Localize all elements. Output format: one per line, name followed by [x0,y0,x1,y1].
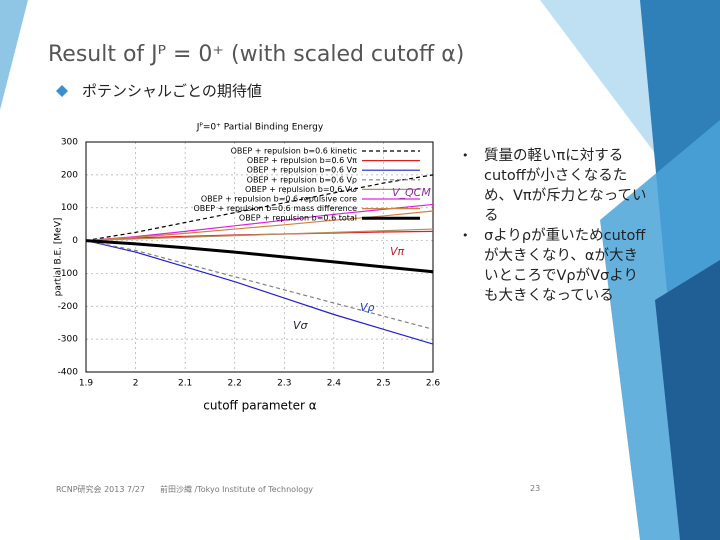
x-tick-label: 2.2 [228,379,242,389]
legend-label: OBEP + repulsion b=0.6 Vσ [247,166,357,175]
x-tick-label: 2.5 [376,379,390,389]
slide-title: Result of Jᴾ = 0⁺ (with scaled cutoff α) [48,42,465,67]
footer-author: 前田沙織 /Tokyo Institute of Technology [160,485,314,494]
y-tick-label: -200 [58,302,79,312]
subtitle-bullet [56,85,68,97]
x-tick-label: 2 [133,379,139,389]
x-tick-label: 2.6 [426,379,441,389]
y-tick-label: -300 [58,335,79,345]
series-line [85,174,434,242]
y-tick-label: 100 [61,203,78,213]
annotation: Vρ [360,301,375,314]
legend-label: OBEP + repulsion b=0.6 total [239,214,357,223]
legend-label: OBEP + repulsion b=0.6 mass difference [193,204,357,213]
page-number: 23 [530,484,541,493]
footer-event: RCNP研究会 2013 7/27 [56,485,145,494]
side-shape [655,260,720,540]
x-tick-label: 1.9 [79,379,94,389]
y-tick-label: -400 [58,368,79,378]
y-axis-label: partial B.E. [MeV] [54,218,64,297]
series-line [85,239,434,274]
annotation: V_QCM [392,186,431,199]
x-tick-label: 2.1 [178,379,192,389]
corner-shape [0,0,28,110]
series-line [85,203,434,242]
series-line [85,228,434,242]
x-tick-label: 2.4 [327,379,342,389]
annotation: Vσ [293,319,309,332]
annotation: Vπ [390,245,405,258]
bullet-list: 質量の軽いπに対するcutoffが小さくなるため、Vπが斥力となっているσよりρ… [462,146,647,306]
legend-label: OBEP + repulsion b=0.6 Vω [245,185,357,194]
y-tick-label: 200 [61,170,78,180]
series-line [85,210,434,242]
series-line [85,239,434,330]
legend-label: OBEP + repulsion b=0.6 Vπ [247,156,357,165]
chart-title: Jᴾ=0⁺ Partial Binding Energy [196,123,324,133]
legend-label: OBEP + repulsion b=0.6 Vρ [247,175,357,184]
x-axis-label: cutoff parameter α [203,399,316,413]
slide-subtitle: ポテンシャルごとの期待値 [82,82,262,100]
plot-frame [85,141,434,373]
legend-label: OBEP + repulsion b=0.6 repulsive core [201,195,357,204]
series-line [85,239,434,345]
bullet: 質量の軽いπに対するcutoffが小さくなるため、Vπが斥力となっている [462,146,647,226]
y-tick-label: 300 [61,138,78,148]
bullet: σよりρが重いためcutoffが大きくなり、αが大きいところでVρがVσよりも大… [462,226,647,306]
y-tick-label: 100 [61,269,78,279]
x-tick-label: 2.3 [277,379,291,389]
legend-label: OBEP + repulsion b=0.6 kinetic [231,147,357,156]
y-tick-label: 0 [72,236,78,246]
chart: Jᴾ=0⁺ Partial Binding Energy partial B.E.… [54,123,441,413]
